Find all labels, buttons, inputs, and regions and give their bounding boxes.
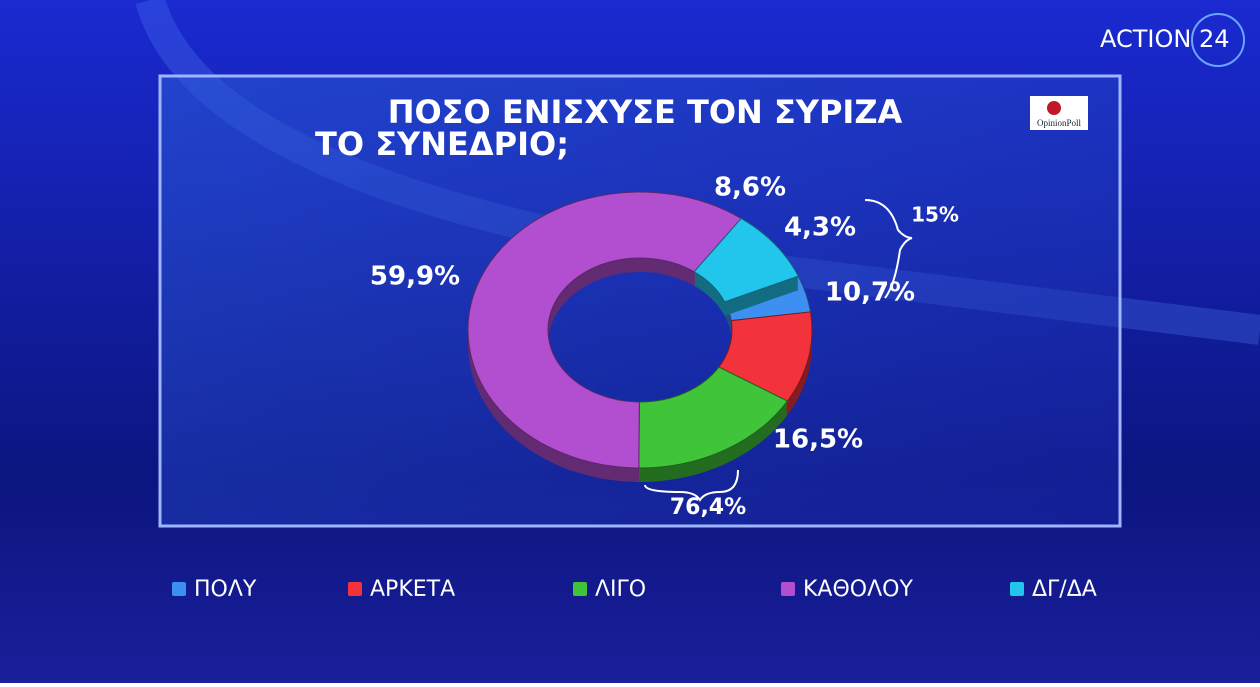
legend-label: ΛΙΓΟ [595,577,646,602]
bracket [644,469,739,502]
value-label: 8,6% [714,173,786,203]
legend-label: ΔΓ/ΔΑ [1032,577,1097,602]
pollster-logo: OpinionPoll [1037,118,1082,128]
legend-swatch [781,582,795,596]
value-label: 16,5% [773,425,863,455]
logo-ring [1191,13,1245,67]
bracket [864,199,913,299]
legend-label: ΠΟΛΥ [194,577,257,602]
legend-swatch [1010,582,1024,596]
legend-label: ΑΡΚΕΤΑ [370,577,455,602]
pollster-logo-dot [1047,101,1061,115]
value-label: 4,3% [784,213,856,243]
slice [693,217,800,316]
slice-top [693,217,800,303]
legend-label: ΚΑΘΟΛΟΥ [803,577,913,602]
legend-swatch [348,582,362,596]
slice-top [467,191,742,469]
slice-top [638,366,789,469]
value-label: 10,7% [825,278,915,308]
value-label: 59,9% [370,262,460,292]
chart-title: ΤΟ ΣΥΝΕΔΡΙΟ; [315,125,569,163]
annotation: 15% [911,203,959,227]
slice [718,311,813,416]
chart-title: ΠΟΣΟ ΕΝΙΣΧΥΣΕ ΤΟΝ ΣΥΡΙΖΑ [388,93,903,131]
legend-swatch [573,582,587,596]
broadcaster-logo: ACTION 24 [1100,25,1230,53]
slice [467,191,742,482]
pollster-logo-box [1030,96,1088,130]
slice [638,366,789,482]
legend-swatch [172,582,186,596]
annotation: 76,4% [670,495,746,520]
